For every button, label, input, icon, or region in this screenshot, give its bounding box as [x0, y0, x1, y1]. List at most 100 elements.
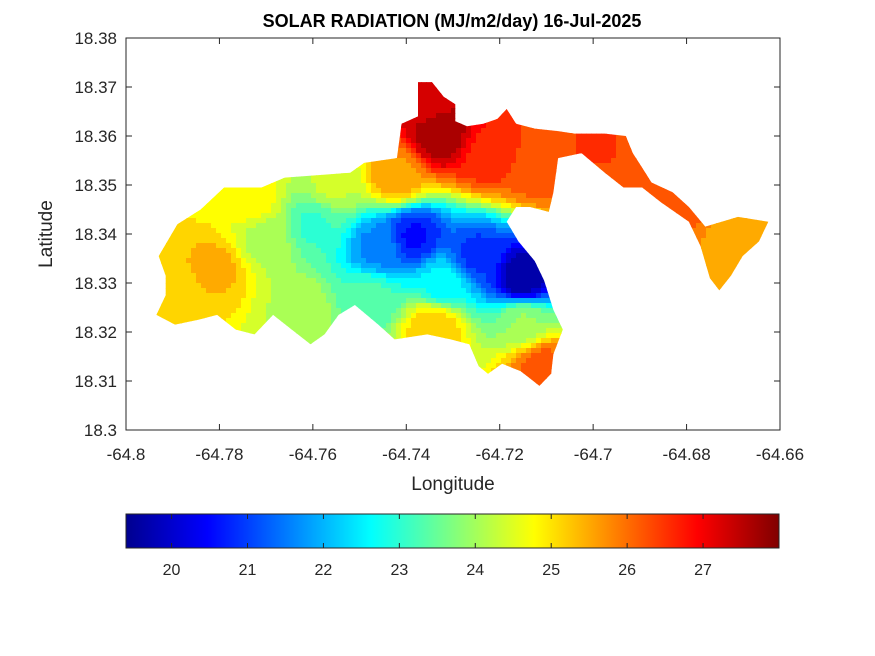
field-cell — [471, 123, 477, 129]
field-cell — [436, 183, 442, 189]
field-cell — [526, 173, 532, 179]
field-cell — [556, 148, 562, 154]
field-cell — [606, 133, 612, 139]
field-cell — [456, 158, 462, 164]
field-cell — [376, 193, 382, 199]
field-cell — [546, 133, 552, 139]
field-cell — [521, 128, 527, 134]
field-cell — [501, 153, 507, 159]
field-cell — [271, 223, 277, 229]
field-cell — [421, 123, 427, 129]
field-cell — [181, 228, 187, 234]
field-cell — [356, 223, 362, 229]
field-cell — [381, 198, 387, 204]
field-cell — [336, 203, 342, 209]
field-cell — [361, 203, 367, 209]
field-cell — [401, 178, 407, 184]
field-cell — [376, 158, 382, 164]
field-cell — [221, 188, 227, 194]
field-cell — [666, 188, 672, 194]
field-cell — [221, 193, 227, 199]
field-cell — [391, 178, 397, 184]
field-cell — [301, 183, 307, 189]
field-cell — [256, 198, 262, 204]
field-cell — [276, 188, 282, 194]
field-cell — [526, 158, 532, 164]
field-cell — [461, 163, 467, 169]
field-cell — [626, 163, 632, 169]
field-cell — [326, 183, 332, 189]
field-cell — [481, 128, 487, 134]
field-cell — [541, 153, 547, 159]
field-cell — [471, 148, 477, 154]
field-cell — [216, 223, 222, 229]
field-cell — [181, 223, 187, 229]
field-cell — [336, 223, 342, 229]
field-cell — [486, 168, 492, 174]
field-cell — [646, 178, 652, 184]
field-cell — [371, 178, 377, 184]
field-cell — [176, 223, 182, 229]
field-cell — [276, 178, 282, 184]
field-cell — [246, 218, 252, 224]
field-cell — [531, 148, 537, 154]
field-cell — [546, 193, 552, 199]
field-cell — [431, 123, 437, 129]
field-cell — [526, 168, 532, 174]
field-cell — [526, 188, 532, 194]
field-cell — [346, 218, 352, 224]
field-cell — [496, 208, 502, 214]
field-cell — [496, 118, 502, 124]
field-cell — [251, 203, 257, 209]
field-cell — [351, 173, 357, 179]
field-cell — [431, 153, 437, 159]
field-cell — [271, 208, 277, 214]
field-cell — [446, 208, 452, 214]
field-cell — [566, 138, 572, 144]
field-cell — [201, 223, 207, 229]
field-cell — [376, 178, 382, 184]
field-cell — [536, 183, 542, 189]
field-cell — [421, 128, 427, 134]
field-cell — [411, 198, 417, 204]
field-cell — [321, 173, 327, 179]
field-cell — [621, 168, 627, 174]
field-cell — [726, 223, 732, 229]
field-cell — [531, 183, 537, 189]
field-cell — [541, 158, 547, 164]
field-cell — [541, 128, 547, 134]
field-cell — [471, 198, 477, 204]
field-cell — [516, 168, 522, 174]
field-cell — [626, 153, 632, 159]
field-cell — [426, 163, 432, 169]
field-cell — [391, 223, 397, 229]
field-cell — [511, 133, 517, 139]
field-cell — [606, 138, 612, 144]
field-cell — [291, 198, 297, 204]
field-cell — [286, 208, 292, 214]
field-cell — [236, 218, 242, 224]
field-cell — [716, 223, 722, 229]
field-cell — [626, 143, 632, 149]
field-cell — [381, 223, 387, 229]
field-cell — [386, 223, 392, 229]
field-cell — [636, 183, 642, 189]
field-cell — [546, 198, 552, 204]
field-cell — [481, 158, 487, 164]
field-cell — [676, 203, 682, 209]
field-cell — [471, 178, 477, 184]
field-cell — [461, 168, 467, 174]
field-cell — [511, 118, 517, 124]
field-cell — [571, 133, 577, 139]
field-cell — [236, 188, 242, 194]
field-cell — [461, 138, 467, 144]
field-cell — [601, 163, 607, 169]
field-cell — [336, 173, 342, 179]
field-cell — [481, 173, 487, 179]
field-cell — [481, 123, 487, 129]
field-cell — [591, 143, 597, 149]
field-cell — [366, 213, 372, 219]
field-cell — [491, 128, 497, 134]
field-cell — [331, 203, 337, 209]
field-cell — [536, 178, 542, 184]
